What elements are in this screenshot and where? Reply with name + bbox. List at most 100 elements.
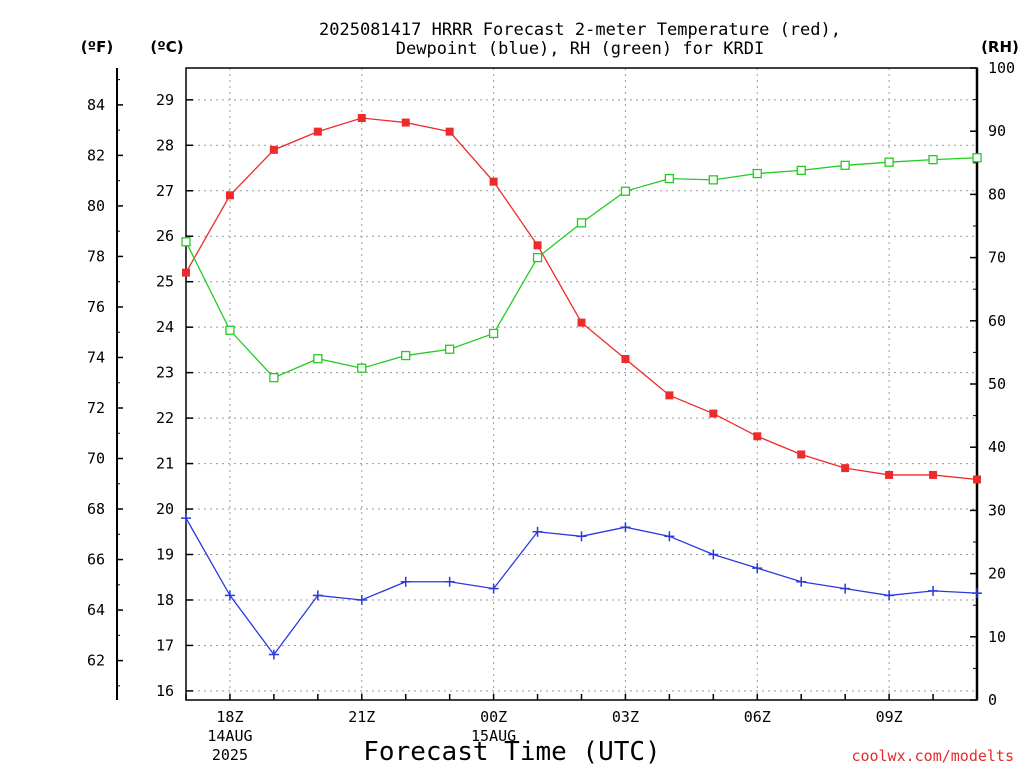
x-tick-label: 09Z	[876, 708, 903, 726]
rh-point	[752, 168, 762, 179]
series-temperature	[182, 114, 981, 484]
celsius-tick-label: 22	[156, 409, 174, 427]
axes: 62 64 66 68 70 72 74 76 78 80 82 84 16 17 18 19 20 21 22 23…	[87, 59, 1015, 764]
x-tick-label: 15AUG	[471, 727, 516, 745]
grid-lines	[186, 68, 977, 700]
temperature-point	[929, 470, 938, 479]
fahrenheit-tick-label: 82	[87, 146, 105, 164]
rh-point	[313, 354, 323, 364]
temperature-line	[185, 117, 978, 481]
rh-point	[532, 252, 543, 263]
fahrenheit-tick-label: 74	[87, 348, 105, 366]
rh-point	[928, 154, 938, 165]
rh-point	[708, 175, 718, 185]
temperature-point	[621, 354, 630, 363]
data-series	[181, 114, 982, 660]
dewpoint-point	[181, 513, 191, 524]
rh-point	[357, 363, 367, 373]
series-dewpoint	[181, 513, 982, 660]
rh-point	[884, 157, 894, 167]
celsius-tick-label: 25	[156, 273, 174, 291]
dewpoint-point	[796, 576, 807, 587]
rh-point	[269, 373, 279, 383]
fahrenheit-tick-label: 66	[87, 551, 105, 569]
x-tick-label: 2025	[212, 746, 248, 764]
rh-tick-label: 60	[988, 312, 1006, 330]
rh-tick-label: 40	[988, 438, 1006, 456]
rh-tick-label: 20	[988, 565, 1006, 583]
celsius-tick-label: 28	[156, 136, 174, 154]
rh-tick-label: 90	[988, 122, 1006, 140]
celsius-tick-label: 16	[156, 682, 174, 700]
rh-point	[401, 350, 411, 361]
temperature-point	[665, 391, 674, 400]
dewpoint-point	[224, 590, 235, 601]
dewpoint-point	[664, 531, 675, 542]
x-tick-label: 18Z	[216, 708, 243, 726]
rh-point	[664, 173, 675, 184]
celsius-tick-label: 27	[156, 182, 174, 200]
rh-tick-label: 70	[988, 249, 1006, 267]
dewpoint-point	[356, 594, 367, 605]
fahrenheit-tick-label: 62	[87, 652, 105, 670]
temperature-point	[709, 409, 718, 418]
temperature-point	[357, 114, 366, 123]
x-tick-label: 00Z	[480, 708, 507, 726]
celsius-tick-label: 18	[156, 591, 174, 609]
temperature-point	[797, 450, 806, 459]
celsius-tick-label: 19	[156, 546, 174, 564]
dewpoint-point	[444, 576, 455, 587]
temperature-point	[182, 268, 190, 277]
rh-point	[225, 325, 235, 335]
fahrenheit-tick-label: 84	[87, 96, 105, 114]
dewpoint-point	[708, 549, 719, 560]
celsius-tick-label: 23	[156, 364, 174, 382]
rh-point	[620, 186, 631, 196]
rh-point	[488, 328, 499, 339]
dewpoint-point	[312, 590, 323, 601]
credit-text: coolwx.com/modelts	[851, 747, 1014, 765]
celsius-tick-label: 17	[156, 636, 174, 654]
x-axis-label: Forecast Time (UTC)	[363, 737, 660, 767]
temperature-point	[841, 464, 850, 473]
temperature-point	[533, 241, 542, 250]
plot-frame	[185, 67, 978, 701]
celsius-tick-label: 29	[156, 91, 174, 109]
rh-point	[576, 218, 587, 228]
celsius-tick-label: 21	[156, 455, 174, 473]
dewpoint-point	[972, 588, 982, 599]
celsius-axis-unit: (ºC)	[150, 38, 183, 56]
fahrenheit-axis-unit: (ºF)	[81, 38, 113, 56]
dewpoint-point	[532, 526, 543, 537]
fahrenheit-tick-label: 70	[87, 450, 105, 468]
celsius-tick-label: 26	[156, 227, 174, 245]
temperature-point	[753, 432, 762, 441]
temperature-point	[313, 127, 322, 136]
temperature-point	[401, 118, 410, 127]
rh-tick-label: 100	[988, 59, 1015, 77]
chart-subtitle: Dewpoint (blue), RH (green) for KRDI	[396, 39, 764, 59]
fahrenheit-tick-label: 80	[87, 197, 105, 215]
rh-tick-label: 80	[988, 185, 1006, 203]
temperature-point	[489, 177, 498, 186]
x-tick-label: 06Z	[744, 708, 771, 726]
celsius-tick-label: 24	[156, 318, 174, 336]
temperature-point	[885, 470, 894, 479]
rh-point	[972, 153, 982, 163]
dewpoint-point	[268, 649, 279, 660]
rh-tick-label: 0	[988, 691, 997, 709]
temperature-point	[973, 475, 981, 484]
rh-tick-label: 10	[988, 628, 1006, 646]
rh-tick-label: 30	[988, 501, 1006, 519]
x-tick-label: 14AUG	[207, 727, 252, 745]
fahrenheit-tick-label: 68	[87, 500, 105, 518]
rh-axis-unit: (RH)	[981, 38, 1019, 56]
rh-point	[840, 160, 850, 170]
fahrenheit-tick-label: 64	[87, 601, 105, 619]
dewpoint-point	[884, 590, 895, 601]
series-rh	[181, 153, 982, 383]
temperature-point	[225, 191, 234, 200]
rh-point	[445, 344, 455, 354]
x-tick-label: 03Z	[612, 708, 639, 726]
temperature-point	[269, 145, 278, 154]
